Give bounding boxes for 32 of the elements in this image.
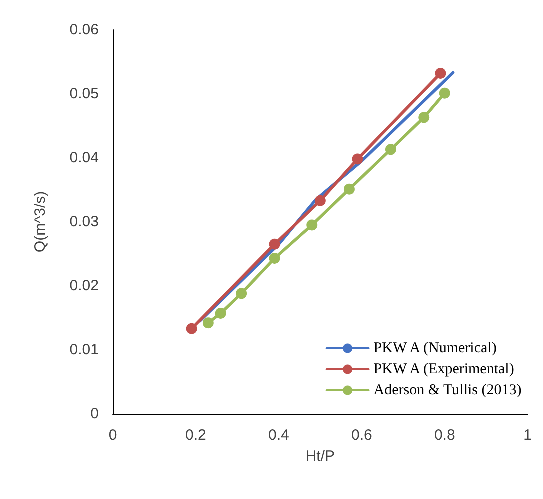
point xyxy=(344,184,355,195)
x-axis-title: Ht/P xyxy=(306,448,336,465)
y-tick-label: 0.01 xyxy=(70,342,99,358)
point xyxy=(314,195,326,206)
y-tick-label: 0.06 xyxy=(70,22,99,38)
point xyxy=(202,318,214,329)
y-tick-label: 0.02 xyxy=(70,278,99,294)
point xyxy=(186,323,198,334)
point xyxy=(385,144,396,156)
y-tick-label: 0.04 xyxy=(70,150,99,166)
x-tick-label: 0.2 xyxy=(186,427,206,444)
x-tick-label: 1 xyxy=(524,427,532,444)
point xyxy=(269,252,280,264)
y-axis-title: Q(m^3/s) xyxy=(32,191,49,253)
x-tick-label: 0.8 xyxy=(434,427,456,444)
point xyxy=(269,238,280,250)
y-tick-label: 0 xyxy=(90,406,99,422)
point xyxy=(439,88,450,99)
point xyxy=(418,112,430,124)
x-tick-label: 0 xyxy=(108,427,118,444)
x-tick-label: 0.6 xyxy=(351,427,372,444)
point xyxy=(215,308,226,320)
point xyxy=(236,288,248,300)
y-tick-label: 0.05 xyxy=(70,86,99,102)
y-tick-label: 0.03 xyxy=(70,214,99,230)
point xyxy=(435,68,446,80)
point xyxy=(352,154,364,165)
legend-label: Aderson & Tullis (2013) xyxy=(374,382,522,398)
x-tick-label: 0.4 xyxy=(268,427,290,444)
point xyxy=(306,220,318,231)
legend-label: PKW A (Numerical) xyxy=(374,340,497,356)
legend-label: PKW A (Experimental) xyxy=(374,362,514,378)
